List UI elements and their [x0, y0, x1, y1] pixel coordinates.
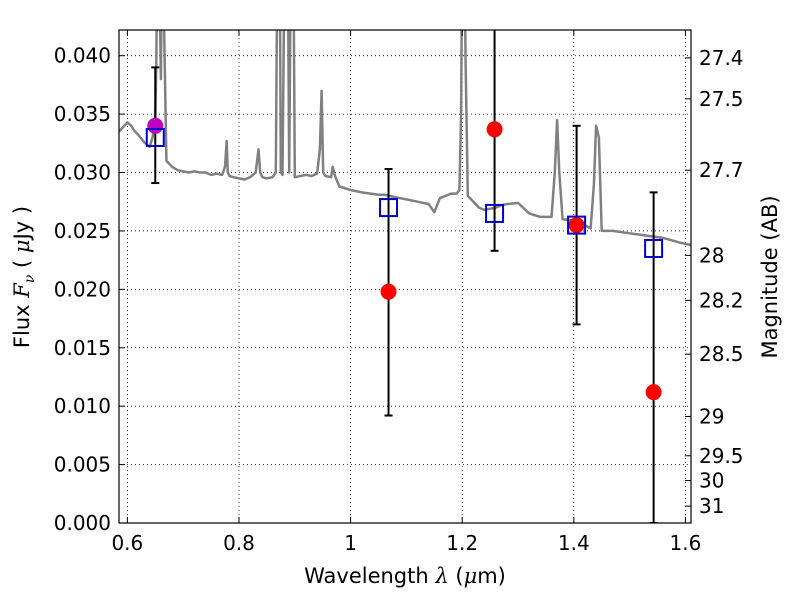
data-point-square	[379, 198, 399, 218]
y-tick-label: 0.030	[54, 161, 111, 185]
y2-axis-label: Magnitude (AB)	[758, 195, 782, 358]
y2-tick-label: 27.4	[699, 46, 744, 70]
y-tick-label: 0.015	[54, 336, 111, 360]
data-point-circle	[645, 384, 662, 401]
y2-tick-label: 27.7	[699, 158, 744, 182]
data-point-square	[145, 127, 165, 147]
model-spectrum-line	[119, 30, 691, 247]
y-tick-label: 0.025	[54, 219, 111, 243]
plot-area	[119, 30, 691, 523]
y2-tick-label: 30	[699, 469, 724, 493]
y2-tick-label: 27.5	[699, 87, 744, 111]
data-point-square	[644, 238, 664, 258]
data-point-square	[567, 215, 587, 235]
y-tick-label: 0.005	[54, 453, 111, 477]
data-point-circle	[147, 117, 164, 134]
x-tick-label: 0.6	[111, 531, 143, 555]
y2-tick-label: 29	[699, 404, 724, 428]
y-tick-label: 0.040	[54, 44, 111, 68]
axis-ticks: 0.6 0.8 1 1.2 1.4 1.6 0.000 0.005 0.010 0.015 0.02…	[54, 30, 744, 555]
y2-tick-label: 28.5	[699, 342, 744, 366]
y-tick-label: 0.020	[54, 277, 111, 301]
y-tick-label: 0.035	[54, 102, 111, 126]
axes-frame	[118, 29, 692, 524]
data-point-circle	[380, 283, 397, 300]
y2-tick-label: 28	[699, 243, 724, 267]
y-tick-label: 0.010	[54, 394, 111, 418]
y-axis-label: Flux Fν ( μJy )	[10, 206, 38, 348]
x-tick-label: 1.2	[446, 531, 478, 555]
y2-tick-label: 29.5	[699, 444, 744, 468]
y2-tick-label: 28.2	[699, 288, 744, 312]
x-tick-label: 1.6	[670, 531, 702, 555]
data-point-circle	[568, 217, 585, 234]
y2-tick-label: 31	[699, 494, 724, 518]
data-point-circle	[486, 121, 503, 138]
x-tick-label: 1	[344, 531, 357, 555]
x-tick-label: 1.4	[558, 531, 590, 555]
x-tick-label: 0.8	[223, 531, 255, 555]
data-point-square	[485, 203, 505, 223]
x-axis-label: Wavelength λ (μm)	[304, 564, 506, 588]
y-tick-label: 0.000	[54, 511, 111, 535]
